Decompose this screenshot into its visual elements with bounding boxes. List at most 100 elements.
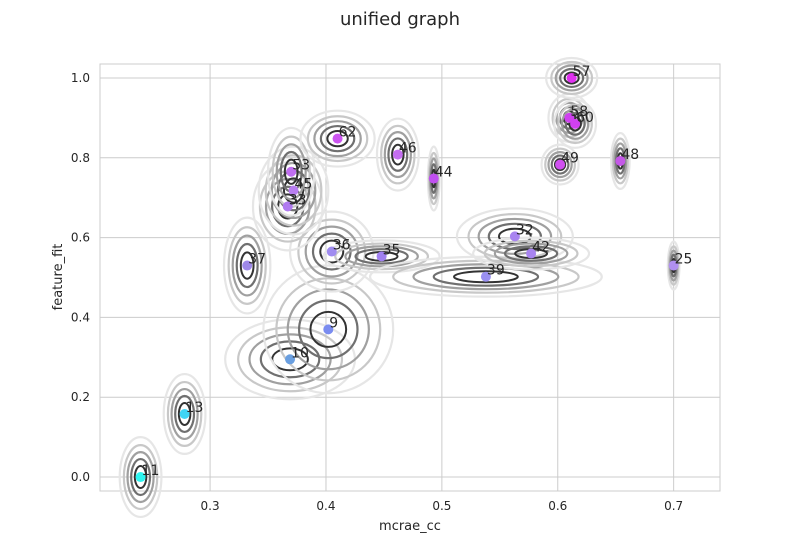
contour-ellipse	[264, 154, 323, 227]
contour-ellipse	[611, 137, 629, 185]
contour-ellipse	[540, 143, 580, 186]
y-tick-label: 0.8	[71, 151, 90, 165]
contour-ellipse	[270, 161, 317, 220]
contour-ellipse	[564, 111, 586, 136]
contour-ellipse	[271, 347, 309, 372]
contour-ellipse	[248, 333, 332, 386]
contour-ellipse	[383, 131, 412, 179]
data-point	[480, 271, 491, 282]
contour-ellipse	[375, 117, 420, 192]
contour-ellipse	[557, 103, 593, 145]
data-point	[288, 185, 299, 196]
data-point	[509, 231, 520, 242]
point-label: 10	[291, 345, 309, 361]
contour-ellipse	[559, 67, 585, 89]
contour-ellipse	[326, 129, 349, 148]
point-label: 46	[399, 141, 417, 157]
contour-ellipse	[126, 450, 155, 504]
x-tick-label: 0.5	[432, 499, 451, 513]
contour-ellipse	[319, 124, 356, 153]
plot-area	[99, 63, 721, 492]
point-label: 11	[142, 463, 160, 479]
y-tick-label: 0.0	[71, 470, 90, 484]
contour-ellipse	[553, 158, 567, 172]
data-point	[332, 133, 343, 144]
contour-ellipse	[547, 150, 573, 179]
contour-ellipse	[472, 236, 591, 271]
x-axis-ticks: 0.3 0.4 0.5 0.6 0.7	[201, 499, 684, 513]
contour-ellipse	[554, 64, 589, 92]
contour-ellipse	[313, 120, 362, 158]
data-point	[555, 159, 566, 170]
contour-ellipse	[354, 248, 409, 265]
x-tick-label: 0.3	[201, 499, 220, 513]
contour-ellipse	[275, 277, 382, 382]
contour-ellipse	[426, 145, 441, 212]
contour-ellipse	[239, 251, 255, 280]
contour-ellipse	[299, 109, 376, 168]
point-label: 13	[186, 400, 204, 416]
contour-ellipse	[322, 239, 441, 274]
data-point	[570, 118, 581, 129]
contour-ellipse	[493, 242, 569, 265]
point-label: 39	[487, 263, 505, 279]
contour-ellipse	[306, 115, 369, 163]
contour-ellipse	[130, 457, 152, 497]
contour-ellipse	[275, 143, 307, 201]
y-axis-ticks: 0.0 0.2 0.4 0.6 0.8 1.0	[71, 71, 90, 484]
data-point	[326, 246, 337, 257]
data-point	[392, 149, 403, 160]
y-axis-label: feature_fit	[51, 244, 66, 311]
contour-ellipse	[227, 226, 267, 305]
contour-ellipse	[550, 154, 570, 175]
contour-ellipse	[297, 299, 359, 360]
point-label: 9	[329, 315, 338, 331]
contour-ellipse	[380, 124, 416, 185]
contour-ellipse	[453, 270, 519, 284]
contour-ellipse	[122, 444, 159, 511]
contour-ellipse	[545, 56, 599, 100]
point-label: 36	[333, 238, 351, 254]
data-point	[526, 248, 537, 259]
contour-ellipse	[609, 131, 631, 191]
point-label: 48	[621, 147, 639, 163]
x-tick-label: 0.4	[316, 499, 335, 513]
point-label: 37	[248, 252, 266, 268]
contour-ellipse	[666, 240, 681, 291]
contour-ellipse	[391, 143, 405, 166]
data-point	[323, 324, 334, 335]
point-label: 35	[383, 242, 401, 258]
point-label: 49	[561, 151, 579, 167]
data-point	[376, 251, 387, 262]
data-point	[286, 166, 297, 177]
data-point	[285, 354, 296, 365]
data-point	[135, 472, 146, 483]
point-label: 53	[292, 158, 310, 174]
data-point	[428, 173, 439, 184]
contour-ellipse	[262, 264, 395, 395]
contour-ellipse	[344, 245, 419, 268]
point-label: 62	[339, 125, 357, 141]
contour-ellipse	[118, 436, 163, 519]
contour-ellipse	[561, 107, 590, 140]
contour-ellipse	[133, 465, 148, 490]
contour-ellipse	[235, 242, 259, 289]
density-contours	[118, 56, 681, 519]
y-tick-label: 0.2	[71, 390, 90, 404]
contour-ellipse	[237, 326, 344, 393]
chart-title: unified graph	[340, 9, 460, 30]
contour-ellipse	[304, 225, 359, 278]
data-points	[135, 72, 679, 483]
contour-ellipse	[166, 380, 203, 448]
data-point	[566, 72, 577, 83]
contour-ellipse	[286, 288, 370, 371]
point-label: 57	[573, 64, 591, 80]
contour-ellipse	[319, 239, 345, 264]
contour-ellipse	[553, 98, 598, 149]
point-label: 58	[570, 104, 588, 120]
contour-ellipse	[432, 266, 540, 287]
contour-ellipse	[222, 216, 272, 315]
point-label: 25	[675, 252, 693, 268]
